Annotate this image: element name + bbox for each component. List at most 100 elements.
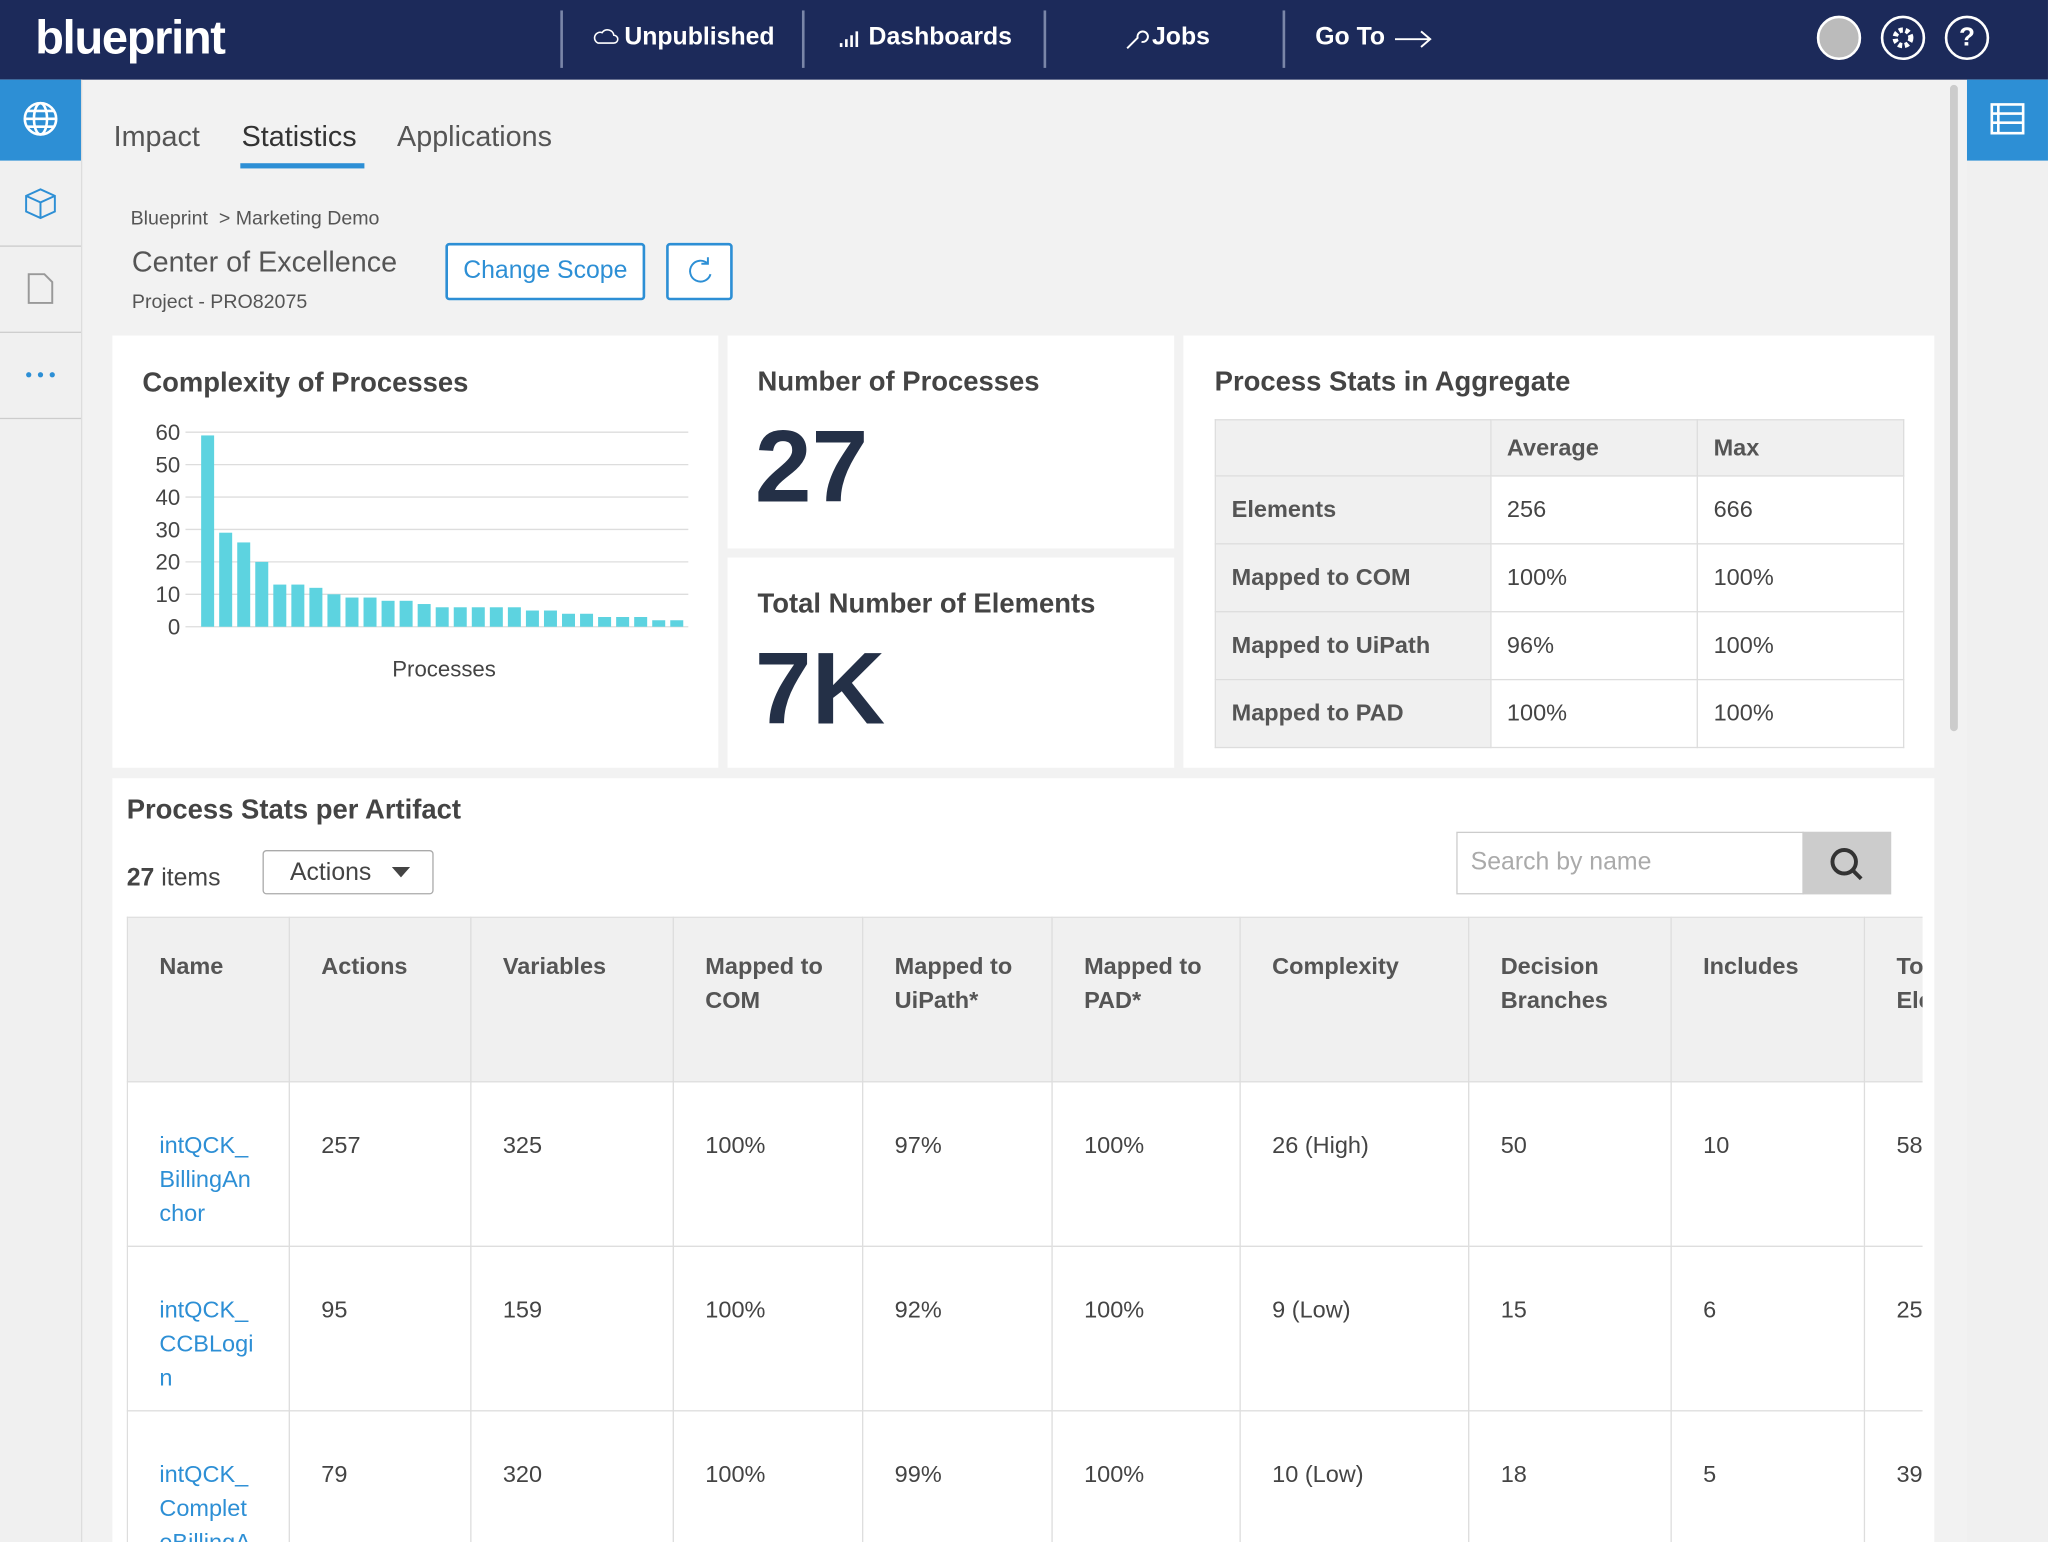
avatar[interactable] xyxy=(1817,16,1861,60)
search-button[interactable] xyxy=(1802,832,1891,895)
refresh-button[interactable] xyxy=(666,243,733,300)
sidebar-item[interactable] xyxy=(0,333,81,419)
artifact-link[interactable]: intQCK_CompleteBillingA xyxy=(127,1411,289,1542)
sidebar-item[interactable] xyxy=(0,80,81,161)
scope-subtitle: Project - PRO82075 xyxy=(132,291,307,313)
cell: 97% xyxy=(863,1082,1052,1247)
y-tick-label: 50 xyxy=(156,452,181,477)
scope-title: Center of Excellence xyxy=(132,245,397,279)
wrench-icon xyxy=(1123,26,1149,52)
breadcrumb-item[interactable]: Marketing Demo xyxy=(236,208,380,230)
row-header: Mapped to PAD xyxy=(1215,680,1490,748)
column-header[interactable]: Mapped to COM xyxy=(673,917,862,1082)
bar xyxy=(237,542,250,626)
row-header: Mapped to UiPath xyxy=(1215,612,1490,680)
header-cell xyxy=(1215,420,1490,476)
separator xyxy=(560,10,563,67)
table-header-row: NameActionsVariablesMapped to COMMapped … xyxy=(127,917,1922,1082)
table-row: Elements256666 xyxy=(1215,476,1903,544)
cell: 100% xyxy=(673,1082,862,1247)
artifact-title: Process Stats per Artifact xyxy=(127,795,461,826)
change-scope-button[interactable]: Change Scope xyxy=(445,243,645,300)
artifact-link[interactable]: intQCK_CCBLogin xyxy=(127,1246,289,1411)
globe-icon xyxy=(0,80,81,161)
column-header[interactable]: Name xyxy=(127,917,289,1082)
bar xyxy=(382,601,395,627)
bar xyxy=(616,617,629,627)
column-header[interactable]: Mapped to PAD* xyxy=(1052,917,1240,1082)
settings-button[interactable] xyxy=(1881,16,1925,60)
more-icon xyxy=(0,333,81,418)
cell: 666 xyxy=(1697,476,1903,544)
nav-item[interactable]: Go To xyxy=(1315,24,1385,53)
column-header[interactable]: Complexity xyxy=(1240,917,1469,1082)
separator xyxy=(1044,10,1047,67)
cell: 92% xyxy=(863,1246,1052,1411)
sidebar-item[interactable] xyxy=(0,161,81,247)
artifact-table: NameActionsVariablesMapped to COMMapped … xyxy=(127,917,1923,1542)
actions-dropdown[interactable]: Actions xyxy=(263,850,434,894)
cell: 100% xyxy=(1697,612,1903,680)
scrollbar[interactable] xyxy=(1950,85,1958,731)
column-header[interactable]: Total Elements xyxy=(1864,917,1922,1082)
help-button[interactable]: ? xyxy=(1945,16,1989,60)
bar xyxy=(526,611,539,627)
row-header: Mapped to COM xyxy=(1215,544,1490,612)
kpi-title: Total Number of Elements xyxy=(758,589,1096,620)
cell: 100% xyxy=(1052,1246,1240,1411)
table-row: Mapped to COM100%100% xyxy=(1215,544,1903,612)
logo[interactable]: blueprint xyxy=(35,10,224,65)
y-tick-label: 40 xyxy=(156,485,181,510)
cloud-icon xyxy=(593,26,619,47)
sidebar-item[interactable] xyxy=(0,247,81,333)
bar xyxy=(255,562,268,627)
cell: 100% xyxy=(1491,544,1698,612)
column-header[interactable]: Actions xyxy=(289,917,471,1082)
y-tick-label: 60 xyxy=(156,420,181,445)
cell: 5 xyxy=(1671,1411,1864,1542)
tab-active[interactable]: Statistics xyxy=(242,120,357,154)
y-tick-label: 10 xyxy=(156,582,181,607)
bar xyxy=(436,607,449,626)
aggregate-table: AverageMaxElements256666Mapped to COM100… xyxy=(1215,419,1905,748)
separator xyxy=(802,10,805,67)
arrow-icon xyxy=(1395,29,1434,50)
cell: 100% xyxy=(1052,1082,1240,1247)
cell: 100% xyxy=(1491,680,1698,748)
row-header: Elements xyxy=(1215,476,1490,544)
column-header[interactable]: Variables xyxy=(471,917,673,1082)
bar xyxy=(562,614,575,627)
breadcrumb: Blueprint > Marketing Demo xyxy=(131,208,380,230)
column-header[interactable]: Decision Branches xyxy=(1469,917,1671,1082)
nav-item[interactable]: Unpublished xyxy=(624,24,774,53)
breadcrumb-item[interactable]: Blueprint xyxy=(131,208,208,230)
search-input[interactable]: Search by name xyxy=(1456,832,1803,895)
table-row: Mapped to PAD100%100% xyxy=(1215,680,1903,748)
cell: 96% xyxy=(1491,612,1698,680)
column-header[interactable]: Includes xyxy=(1671,917,1864,1082)
list-icon xyxy=(1967,80,2048,161)
tab[interactable]: Impact xyxy=(114,120,200,154)
bar xyxy=(418,604,431,627)
panel-toggle[interactable] xyxy=(1967,80,2048,161)
cell: 159 xyxy=(471,1246,673,1411)
nav-item[interactable]: Jobs xyxy=(1152,24,1210,53)
artifact-table-wrap: NameActionsVariablesMapped to COMMapped … xyxy=(127,917,1923,1542)
header-cell: Average xyxy=(1491,420,1698,476)
cell: 100% xyxy=(1052,1411,1240,1542)
cell: 39 xyxy=(1864,1411,1922,1542)
bar xyxy=(273,585,286,627)
right-panel xyxy=(1967,80,2048,1542)
chart-icon xyxy=(839,29,865,50)
tab[interactable]: Applications xyxy=(397,120,552,154)
header: blueprint Unpublished Dashboards Jobs Go… xyxy=(0,0,2048,80)
tab-underline xyxy=(240,163,364,168)
column-header[interactable]: Mapped to UiPath* xyxy=(863,917,1052,1082)
artifact-link[interactable]: intQCK_BillingAnchor xyxy=(127,1082,289,1247)
cell: 100% xyxy=(1697,680,1903,748)
cell: 10 xyxy=(1671,1082,1864,1247)
nav-item[interactable]: Dashboards xyxy=(869,24,1012,53)
bar xyxy=(580,614,593,627)
kpi-value: 27 xyxy=(755,407,868,526)
